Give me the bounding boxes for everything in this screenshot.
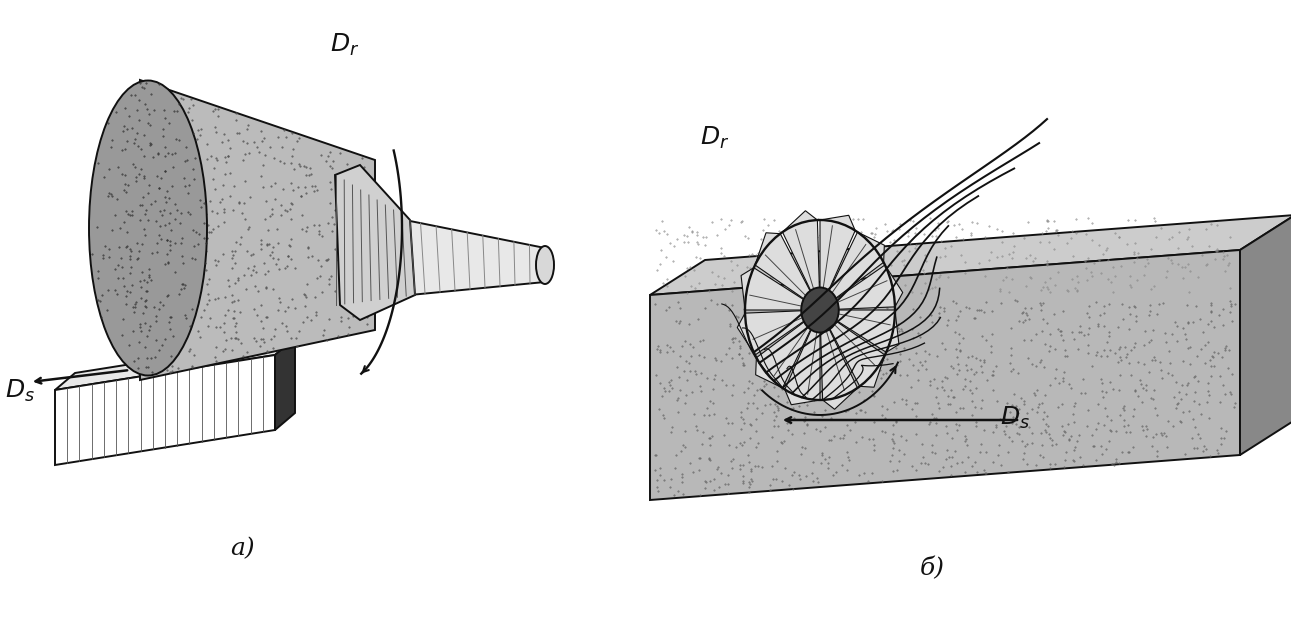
Text: $D_s$: $D_s$	[1001, 405, 1030, 431]
Polygon shape	[405, 220, 545, 295]
Polygon shape	[820, 310, 857, 409]
Text: a): a)	[230, 537, 254, 560]
Polygon shape	[139, 80, 374, 380]
Polygon shape	[755, 310, 820, 388]
Polygon shape	[755, 233, 820, 310]
Polygon shape	[275, 338, 296, 430]
Polygon shape	[820, 310, 899, 352]
Text: $D_s$: $D_s$	[5, 378, 35, 404]
Polygon shape	[741, 268, 820, 310]
Text: $D_r$: $D_r$	[700, 125, 729, 151]
Polygon shape	[737, 310, 820, 355]
Polygon shape	[1239, 215, 1291, 455]
Polygon shape	[820, 265, 902, 310]
Ellipse shape	[89, 81, 207, 376]
Polygon shape	[782, 211, 820, 310]
Polygon shape	[56, 338, 296, 390]
Ellipse shape	[802, 288, 839, 332]
Polygon shape	[334, 165, 414, 320]
Text: $D_r$: $D_r$	[330, 32, 359, 58]
Polygon shape	[649, 250, 1239, 500]
Polygon shape	[56, 355, 275, 465]
Polygon shape	[820, 215, 855, 310]
Polygon shape	[820, 310, 884, 388]
Polygon shape	[649, 215, 1291, 295]
Polygon shape	[820, 232, 884, 310]
Ellipse shape	[536, 246, 554, 284]
Text: б): б)	[920, 556, 945, 580]
Polygon shape	[785, 310, 820, 405]
